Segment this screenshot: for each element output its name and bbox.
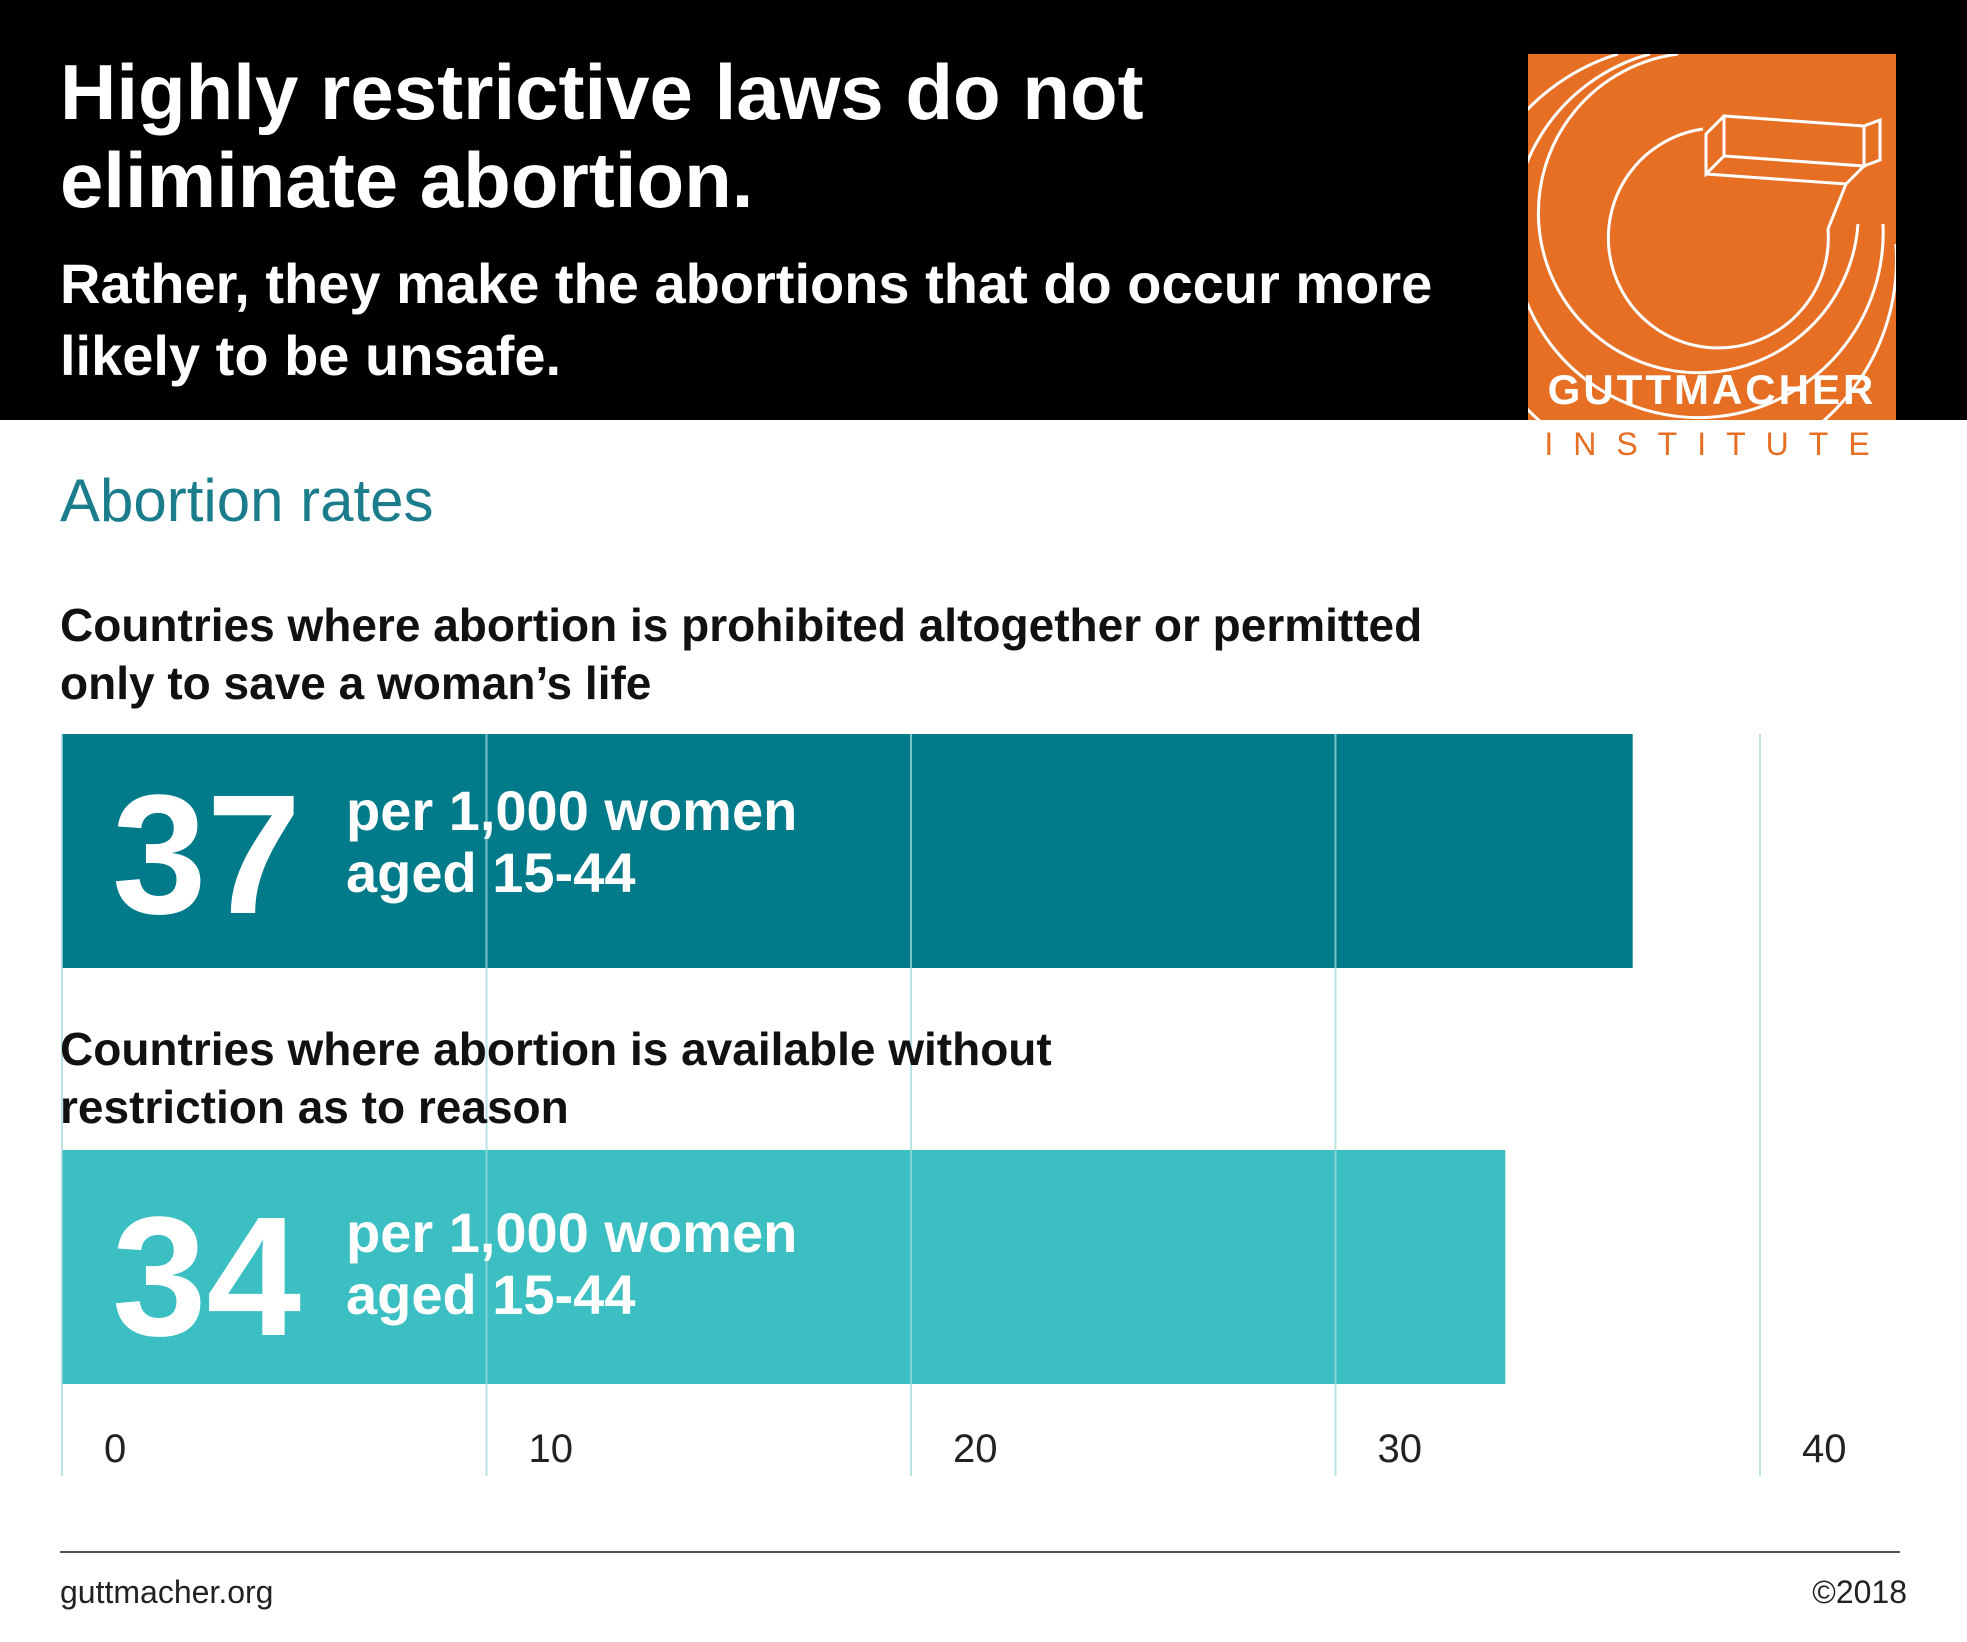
bar-restrictive xyxy=(62,734,1633,968)
guttmacher-g-logo-icon: GUTTMACHER xyxy=(1528,54,1896,420)
category-label-restrictive: Countries where abortion is prohibited a… xyxy=(60,599,1423,709)
section-title: Abortion rates xyxy=(60,467,434,534)
guttmacher-logo[interactable]: GUTTMACHER xyxy=(1528,54,1896,420)
bar-unrestricted xyxy=(62,1150,1506,1384)
abortion-rate-chart: 0 10 20 30 40 xyxy=(61,734,1847,1476)
footer-copyright: ©2018 xyxy=(1812,1574,1907,1610)
logo-name: GUTTMACHER xyxy=(1548,366,1877,413)
x-tick-label: 40 xyxy=(1802,1427,1847,1471)
bar-unit-unrestricted: per 1,000 women aged 15-44 xyxy=(346,1202,946,1326)
x-tick-label: 10 xyxy=(529,1427,574,1471)
unit-line-2: aged 15-44 xyxy=(346,1263,636,1326)
bar-value-unrestricted: 34 xyxy=(112,1182,302,1372)
bar-value-restrictive: 37 xyxy=(112,760,302,950)
x-tick-label: 20 xyxy=(953,1427,998,1471)
bar-unit-restrictive: per 1,000 women aged 15-44 xyxy=(346,780,946,904)
x-tick-label: 0 xyxy=(104,1427,126,1471)
footer-divider xyxy=(60,1551,1900,1553)
logo-institute-text: INSTITUTE xyxy=(1544,426,1890,462)
page-subtitle: Rather, they make the abortions that do … xyxy=(60,252,1433,387)
footer-website-link[interactable]: guttmacher.org xyxy=(60,1574,274,1610)
category-label-unrestricted: Countries where abortion is available wi… xyxy=(60,1023,1052,1133)
page-title: Highly restrictive laws do not eliminate… xyxy=(60,48,1144,224)
unit-line-2: aged 15-44 xyxy=(346,841,636,904)
unit-line-1: per 1,000 women xyxy=(346,1201,798,1264)
x-tick-label: 30 xyxy=(1378,1427,1423,1471)
unit-line-1: per 1,000 women xyxy=(346,779,798,842)
